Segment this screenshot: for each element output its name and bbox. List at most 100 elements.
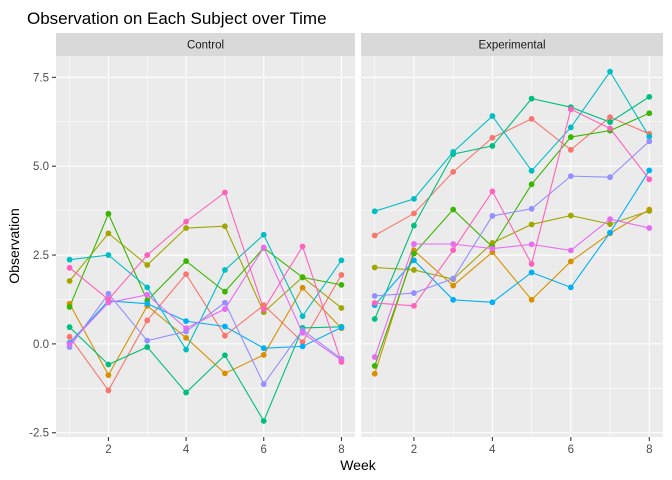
- data-point: [646, 176, 653, 183]
- data-point: [411, 250, 417, 257]
- data-point: [222, 189, 228, 196]
- data-point: [528, 296, 535, 303]
- data-point: [607, 114, 613, 121]
- series-line: [69, 191, 342, 363]
- x-axis-title: Week: [340, 457, 377, 473]
- series-line: [374, 218, 650, 358]
- data-point: [183, 271, 189, 278]
- series-line: [69, 326, 342, 423]
- facet-panel-experimental: Experimental 2 4 6 8: [361, 33, 663, 456]
- x-tick-label: 4: [489, 444, 496, 456]
- data-point: [66, 256, 73, 263]
- data-point: [144, 337, 151, 344]
- data-point: [528, 181, 535, 188]
- y-tick-label: 0.0: [33, 339, 49, 351]
- data-point: [183, 389, 189, 396]
- y-tick-label: 2.5: [33, 250, 49, 262]
- x-tick-label: 8: [338, 444, 344, 456]
- data-point: [105, 361, 112, 368]
- data-point: [371, 300, 378, 306]
- data-point: [450, 149, 457, 155]
- data-point: [528, 269, 535, 276]
- data-point: [222, 332, 228, 339]
- data-point: [567, 258, 574, 265]
- series-line: [69, 225, 342, 314]
- data-point: [183, 218, 189, 225]
- data-point: [607, 221, 613, 228]
- facet-strip-label: Experimental: [478, 40, 545, 52]
- data-point: [528, 241, 535, 248]
- data-point: [144, 291, 151, 298]
- data-point: [607, 68, 613, 75]
- series-line: [374, 108, 650, 307]
- data-point: [66, 278, 73, 284]
- x-tick-label: 6: [568, 444, 574, 456]
- chart-title: Observation on Each Subject over Time: [27, 9, 327, 28]
- data-point: [371, 293, 378, 299]
- x-tick-label: 2: [411, 444, 417, 456]
- data-point: [260, 302, 267, 309]
- data-point: [338, 359, 345, 365]
- data-point: [144, 262, 151, 268]
- data-point: [411, 241, 417, 247]
- series-line: [69, 246, 342, 361]
- series-line: [69, 212, 342, 308]
- x-tick-label: 4: [183, 444, 190, 456]
- data-point: [260, 306, 267, 313]
- series-line: [69, 233, 342, 351]
- data-point: [528, 221, 535, 228]
- series-line: [374, 112, 650, 367]
- data-point: [338, 272, 345, 278]
- data-point: [607, 174, 613, 181]
- data-point: [411, 257, 417, 264]
- data-point: [222, 306, 228, 312]
- data-point: [489, 299, 496, 306]
- data-point: [183, 225, 189, 231]
- data-point: [183, 334, 189, 341]
- data-point: [489, 134, 496, 141]
- data-point: [411, 290, 417, 296]
- data-point: [489, 245, 496, 252]
- series-line: [69, 286, 342, 377]
- data-point: [371, 354, 378, 360]
- series-line: [374, 210, 650, 280]
- x-tick-label: 8: [646, 444, 652, 456]
- facet-strip: [56, 33, 355, 56]
- data-point: [105, 372, 112, 379]
- data-point: [66, 340, 73, 347]
- data-point: [411, 195, 417, 202]
- data-point: [450, 247, 457, 253]
- data-point: [489, 113, 496, 119]
- data-point: [299, 313, 306, 320]
- data-point: [567, 146, 574, 153]
- data-point: [411, 267, 417, 273]
- data-point: [567, 134, 574, 140]
- y-tick-label: 5.0: [33, 161, 49, 173]
- data-point: [371, 264, 378, 271]
- data-point: [607, 216, 613, 223]
- data-point: [260, 231, 267, 238]
- data-point: [411, 302, 417, 309]
- data-point: [299, 329, 306, 336]
- y-tick-label: 7.5: [33, 72, 49, 84]
- series-line: [374, 96, 650, 320]
- data-point: [646, 208, 653, 214]
- facet-panel-control: Control 2 4 6 8: [56, 33, 355, 456]
- data-point: [260, 418, 267, 424]
- data-point: [528, 167, 535, 174]
- data-point: [260, 352, 267, 358]
- data-point: [105, 387, 112, 394]
- data-point: [105, 210, 112, 217]
- data-point: [528, 95, 535, 102]
- data-point: [299, 274, 306, 281]
- series-line: [374, 116, 650, 236]
- data-point: [646, 225, 653, 231]
- data-point: [450, 241, 457, 247]
- data-point: [489, 213, 496, 219]
- data-point: [411, 210, 417, 217]
- data-point: [105, 290, 112, 297]
- facets-layer: -2.5 0.0 2.5 5.0 7.5 Control 2 4 6 8 Experimental 2…: [29, 33, 663, 456]
- data-point: [183, 258, 189, 264]
- data-point: [222, 323, 228, 330]
